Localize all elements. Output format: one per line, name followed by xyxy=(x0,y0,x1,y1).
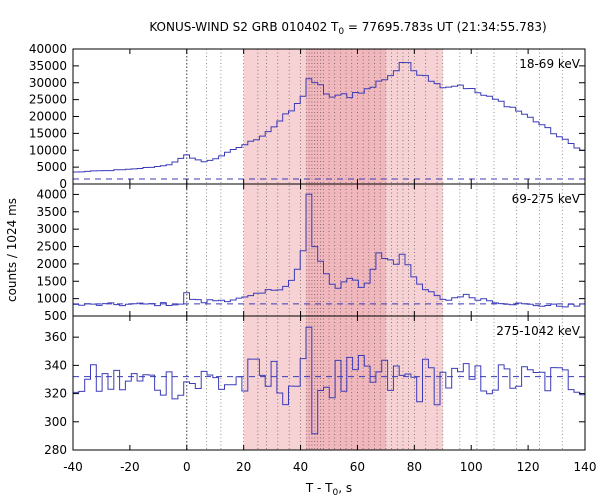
y-tick-label: 15000 xyxy=(29,126,67,140)
y-tick-label: 25000 xyxy=(29,93,67,107)
x-tick-label: 0 xyxy=(183,460,191,474)
x-tick-label: 20 xyxy=(236,460,251,474)
y-tick-label: 500 xyxy=(44,309,67,323)
y-tick-label: 360 xyxy=(44,330,67,344)
y-tick-label: 30000 xyxy=(29,76,67,90)
y-tick-label: 35000 xyxy=(29,59,67,73)
series-line-panel-2 xyxy=(73,193,585,308)
x-tick-label: 80 xyxy=(407,460,422,474)
y-tick-label: 20000 xyxy=(29,110,67,124)
panel-energy-label: 69-275 keV xyxy=(512,192,581,206)
x-tick-label: 140 xyxy=(574,460,597,474)
y-tick-label: 1500 xyxy=(36,274,67,288)
y-tick-label: 2000 xyxy=(36,257,67,271)
x-tick-label: 120 xyxy=(517,460,540,474)
y-tick-label: 2500 xyxy=(36,240,67,254)
x-tick-label: 60 xyxy=(350,460,365,474)
y-tick-label: 40000 xyxy=(29,42,67,56)
y-tick-label: 10000 xyxy=(29,143,67,157)
x-tick-label: 40 xyxy=(293,460,308,474)
y-tick-label: 1000 xyxy=(36,292,67,306)
y-tick-label: 3500 xyxy=(36,205,67,219)
y-tick-label: 5000 xyxy=(36,160,67,174)
y-axis-label: counts / 1024 ms xyxy=(5,198,19,302)
chart-title: KONUS-WIND S2 GRB 010402 T0 = 77695.783s… xyxy=(149,20,546,37)
y-tick-label: 4000 xyxy=(36,187,67,201)
plot-layer: 0500010000150002000025000300003500040000… xyxy=(29,42,597,474)
x-tick-label: 100 xyxy=(460,460,483,474)
x-tick-label: -40 xyxy=(63,460,83,474)
panel-energy-label: 275-1042 keV xyxy=(496,324,580,338)
series-line-panel-3 xyxy=(73,326,585,435)
y-tick-label: 3000 xyxy=(36,222,67,236)
y-tick-label: 300 xyxy=(44,415,67,429)
x-tick-label: -20 xyxy=(120,460,140,474)
y-tick-label: 280 xyxy=(44,443,67,457)
y-tick-label: 320 xyxy=(44,387,67,401)
y-tick-label: 0 xyxy=(59,177,67,191)
panel-frame-3 xyxy=(72,315,586,451)
y-tick-label: 340 xyxy=(44,358,67,372)
x-axis-label: T - T0, s xyxy=(305,481,352,498)
panel-energy-label: 18-69 keV xyxy=(519,57,581,71)
series-line-panel-1 xyxy=(73,62,585,173)
